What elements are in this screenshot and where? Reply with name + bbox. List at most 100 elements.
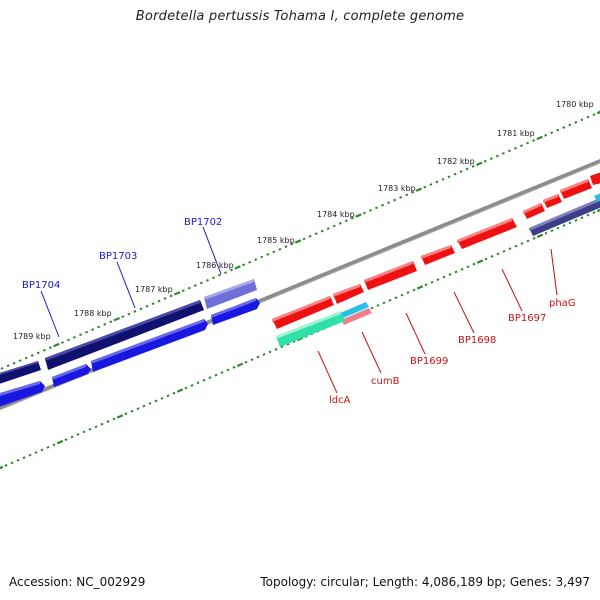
minor-tick	[268, 350, 272, 354]
minor-tick	[586, 115, 590, 119]
gene-feature[interactable]	[45, 300, 204, 370]
gene-feature	[45, 300, 200, 361]
minor-tick	[24, 356, 28, 360]
minor-tick	[193, 284, 197, 287]
gene-feature	[204, 279, 254, 300]
minor-tick	[454, 270, 458, 274]
gene-label[interactable]: phaG	[549, 298, 576, 309]
gene-label[interactable]: BP1703	[99, 251, 137, 262]
major-tick	[113, 317, 120, 322]
minor-tick	[199, 281, 203, 285]
minor-tick	[483, 159, 487, 163]
minor-tick	[148, 402, 152, 405]
minor-tick	[106, 420, 110, 423]
gene-feature[interactable]	[594, 189, 600, 202]
minor-tick	[406, 291, 410, 294]
minor-tick	[278, 247, 282, 251]
major-tick	[536, 233, 544, 238]
gene-feature[interactable]	[276, 311, 345, 347]
minor-tick	[320, 229, 324, 233]
minor-tick	[73, 335, 77, 339]
minor-tick	[254, 258, 258, 262]
gene-feature[interactable]	[338, 302, 369, 319]
minor-tick	[532, 236, 536, 240]
minor-tick	[97, 325, 101, 329]
minor-tick	[350, 216, 354, 220]
minor-tick	[250, 358, 254, 362]
gene-feature[interactable]	[543, 194, 562, 208]
gene-label[interactable]: BP1702	[184, 217, 222, 228]
minor-tick	[290, 242, 294, 246]
minor-tick	[376, 304, 380, 307]
kbp-label: 1789 kbp	[13, 332, 51, 341]
minor-tick	[70, 435, 74, 439]
gene-feature[interactable]	[0, 361, 41, 387]
minor-tick	[260, 255, 264, 259]
minor-tick	[507, 149, 511, 153]
minor-tick	[266, 253, 270, 256]
minor-tick	[94, 425, 98, 429]
kbp-label: 1785 kbp	[257, 236, 295, 245]
gene-feature	[0, 361, 38, 375]
minor-tick	[382, 301, 386, 305]
gene-feature[interactable]	[211, 298, 260, 325]
gene-label[interactable]: BP1698	[458, 335, 496, 346]
minor-tick	[381, 203, 385, 207]
minor-tick	[405, 193, 409, 197]
minor-tick	[248, 260, 252, 264]
gene-label[interactable]: ldcA	[329, 395, 351, 406]
gene-feature[interactable]	[91, 319, 208, 372]
minor-tick	[127, 312, 131, 316]
minor-tick	[6, 364, 10, 368]
gene-feature[interactable]	[364, 261, 417, 290]
minor-tick	[30, 354, 34, 357]
minor-tick	[256, 355, 260, 359]
gene-feature[interactable]	[590, 169, 600, 185]
minor-tick	[489, 157, 493, 161]
major-tick	[355, 213, 362, 218]
gene-feature[interactable]	[204, 279, 257, 309]
minor-tick	[121, 315, 125, 319]
gene-label[interactable]: BP1697	[508, 313, 546, 324]
gene-feature	[457, 218, 512, 243]
minor-tick	[18, 359, 22, 363]
major-tick	[174, 291, 181, 296]
minor-tick	[370, 306, 374, 310]
minor-tick	[550, 131, 554, 135]
minor-tick	[302, 237, 306, 241]
gene-label[interactable]: cumB	[371, 376, 400, 387]
upper-tick-ruler	[0, 110, 600, 370]
minor-tick	[274, 347, 278, 351]
minor-tick	[520, 242, 524, 245]
gene-feature[interactable]	[523, 203, 545, 219]
minor-tick	[208, 376, 212, 380]
minor-tick	[91, 328, 95, 331]
gene-feature	[560, 179, 588, 193]
major-tick	[53, 342, 60, 348]
minor-tick	[326, 227, 330, 230]
minor-tick	[85, 330, 89, 334]
minor-tick	[399, 196, 403, 199]
gene-feature[interactable]	[52, 364, 91, 387]
gene-feature	[91, 319, 204, 364]
minor-tick	[592, 113, 596, 116]
gene-feature[interactable]	[341, 308, 372, 325]
minor-tick	[338, 221, 342, 225]
minor-tick	[48, 346, 52, 350]
minor-tick	[562, 224, 566, 227]
gene-feature	[272, 296, 330, 322]
gene-label[interactable]: BP1699	[410, 356, 448, 367]
gene-feature[interactable]	[272, 296, 334, 329]
minor-tick	[217, 273, 221, 277]
gene-label[interactable]: BP1704	[22, 280, 60, 291]
gene-labels-top: BP1702 BP1703 BP1704	[22, 217, 222, 291]
minor-tick	[64, 438, 68, 442]
gene-feature[interactable]	[421, 245, 455, 265]
gene-feature[interactable]	[0, 381, 45, 410]
gene-feature[interactable]	[333, 284, 364, 304]
accession-label: Accession: NC_002929	[9, 575, 146, 589]
minor-tick	[109, 320, 113, 324]
gene-feature[interactable]	[560, 179, 592, 199]
minor-tick	[502, 249, 506, 253]
gene-feature[interactable]	[457, 218, 517, 249]
